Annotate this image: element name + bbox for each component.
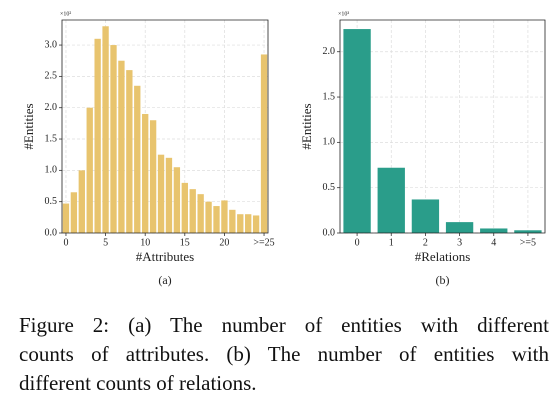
y-axis-label: #Entities [21, 103, 36, 149]
bar [118, 60, 125, 234]
bar [189, 189, 196, 233]
y-tick-label: 0.5 [45, 196, 58, 207]
bar [252, 215, 260, 233]
bar [411, 199, 440, 233]
bar [181, 182, 188, 233]
bar [70, 192, 78, 233]
bar [514, 230, 542, 233]
x-tick-label: 0 [355, 237, 360, 248]
axes-frame [339, 19, 546, 234]
x-tick-label: 15 [180, 237, 190, 248]
x-tick-label: 1 [389, 237, 394, 248]
x-axis-label: #Attributes [136, 249, 195, 264]
y-tick-label: 3.0 [45, 39, 58, 50]
axes-frame [61, 19, 269, 234]
y-tick-label: 1.5 [45, 133, 58, 144]
x-tick-label: 20 [219, 237, 229, 248]
y-tick-label: 1.0 [323, 137, 336, 148]
bar [110, 45, 117, 233]
multiplier: ×10³ [338, 11, 349, 17]
bar [94, 38, 101, 234]
x-tick-label: >=5 [520, 237, 536, 248]
bar [173, 167, 181, 233]
bar [213, 206, 220, 233]
y-tick-label: 1.0 [45, 165, 58, 176]
caption-line: counts of attributes. (b) The number of … [19, 342, 549, 366]
y-tick-label: 0.5 [323, 182, 336, 193]
x-tick-label: 2 [423, 237, 428, 248]
bar [205, 201, 212, 233]
bar [134, 85, 141, 233]
y-tick-label: 2.5 [45, 71, 58, 82]
bar [157, 154, 165, 233]
sublabel: (a) [158, 273, 171, 287]
bar [149, 120, 157, 233]
bar [197, 194, 204, 233]
y-tick-label: 0.0 [323, 227, 336, 238]
x-tick-label: 5 [103, 237, 108, 248]
bar [343, 29, 371, 234]
bar [377, 167, 405, 233]
x-axis-label: #Relations [415, 249, 471, 264]
y-tick-label: 2.0 [323, 46, 336, 57]
bar [62, 203, 70, 233]
y-tick-label: 2.0 [45, 102, 58, 113]
x-tick-label: 10 [140, 237, 150, 248]
caption-line: different counts of relations. [19, 371, 257, 395]
sublabel: (b) [436, 273, 450, 287]
bar [86, 107, 93, 233]
bar [245, 214, 252, 233]
caption-line: Figure 2: (a) The number of entities wit… [19, 313, 549, 337]
bar [229, 209, 236, 233]
bar [78, 170, 85, 233]
x-tick-label: >=25 [253, 237, 274, 248]
y-tick-label: 0.0 [45, 227, 58, 238]
bar [260, 54, 268, 233]
bar [237, 214, 244, 233]
bar [480, 228, 508, 233]
y-tick-label: 1.5 [323, 91, 336, 102]
multiplier: ×10² [60, 11, 71, 17]
figure: 0.00.51.01.52.02.53.00 5 10 15 20 >=25×10²#At… [21, 11, 546, 287]
bar [445, 222, 474, 233]
bar [102, 26, 109, 233]
bar [142, 113, 149, 233]
y-axis-label: #Entities [299, 103, 314, 149]
bar [165, 157, 173, 233]
x-tick-label: 4 [491, 237, 496, 248]
x-tick-label: 0 [63, 237, 68, 248]
bar [126, 70, 133, 233]
bar [221, 200, 228, 233]
x-tick-label: 3 [457, 237, 462, 248]
